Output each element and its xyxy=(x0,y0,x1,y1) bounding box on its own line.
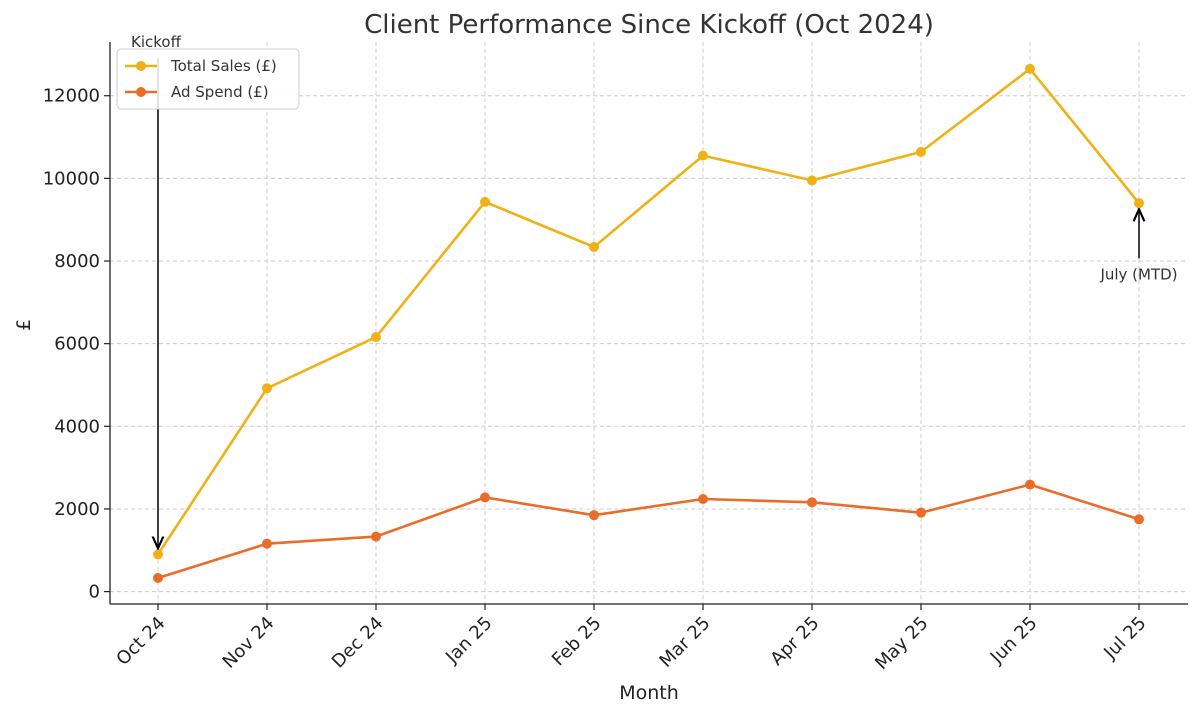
data-point xyxy=(698,150,708,161)
series xyxy=(153,63,1144,583)
annotations: Kickoff July (MTD) xyxy=(131,33,1178,548)
chart-title: Client Performance Since Kickoff (Oct 20… xyxy=(364,10,934,40)
annotation-label: July (MTD) xyxy=(1099,265,1177,283)
data-point xyxy=(262,538,272,549)
data-point xyxy=(1134,514,1144,525)
data-point xyxy=(153,549,163,560)
x-tick-label: Feb 25 xyxy=(548,613,606,671)
data-point xyxy=(1025,479,1035,490)
data-point xyxy=(698,494,708,505)
data-point xyxy=(371,531,381,542)
legend-entry: Ad Spend (£) xyxy=(125,83,269,101)
y-axis-label: £ xyxy=(13,319,35,331)
data-point xyxy=(262,383,272,394)
x-tick-label: Apr 25 xyxy=(766,613,823,670)
series-1 xyxy=(153,479,1144,583)
legend-box xyxy=(116,48,300,110)
x-tick-label: Nov 24 xyxy=(219,613,279,673)
legend-swatch-marker xyxy=(136,61,146,71)
x-axis-ticks: Oct 24 Nov 24 Dec 24 Jan 25 Feb 25 Mar 25 Apr … xyxy=(112,604,1151,674)
axes xyxy=(109,42,1188,605)
legend: Total Sales (£) Ad Spend (£) xyxy=(116,48,300,110)
annotation: July (MTD) xyxy=(1099,209,1178,283)
y-tick-label: 0 xyxy=(89,582,100,603)
legend-label: Ad Spend (£) xyxy=(171,83,269,101)
data-point xyxy=(807,497,817,508)
x-tick-label: Jul 25 xyxy=(1099,613,1150,664)
data-point xyxy=(589,510,599,521)
data-point xyxy=(371,332,381,343)
x-tick-label: Jun 25 xyxy=(986,613,1042,669)
y-tick-label: 12000 xyxy=(43,86,100,107)
y-tick-label: 2000 xyxy=(54,499,100,520)
series-line xyxy=(157,483,1140,580)
data-point xyxy=(916,507,926,518)
y-tick-label: 6000 xyxy=(54,334,100,355)
y-tick-label: 8000 xyxy=(54,251,100,272)
data-point xyxy=(1134,198,1144,209)
annotation-label: Kickoff xyxy=(131,33,182,51)
grid xyxy=(110,42,1188,604)
data-point xyxy=(153,572,163,583)
y-tick-label: 10000 xyxy=(43,168,100,189)
series-line xyxy=(156,67,1141,556)
annotation: Kickoff xyxy=(131,33,182,548)
x-tick-label: Dec 24 xyxy=(328,613,388,673)
legend-swatch-marker xyxy=(136,87,146,97)
data-point xyxy=(589,241,599,252)
legend-entry: Total Sales (£) xyxy=(125,57,277,75)
x-tick-label: Oct 24 xyxy=(112,613,169,670)
data-point xyxy=(480,492,490,503)
x-axis-label: Month xyxy=(619,682,679,704)
data-point xyxy=(1025,63,1035,74)
series-0 xyxy=(153,63,1144,560)
y-axis-ticks: 0 2000 4000 6000 8000 10000 12000 xyxy=(43,86,110,603)
y-tick-label: 4000 xyxy=(54,416,100,437)
x-tick-label: May 25 xyxy=(871,613,932,674)
x-tick-label: Mar 25 xyxy=(655,613,714,672)
legend-label: Total Sales (£) xyxy=(170,57,277,75)
data-point xyxy=(480,196,490,207)
data-point xyxy=(807,175,817,186)
x-tick-label: Jan 25 xyxy=(441,613,496,668)
data-point xyxy=(916,146,926,157)
